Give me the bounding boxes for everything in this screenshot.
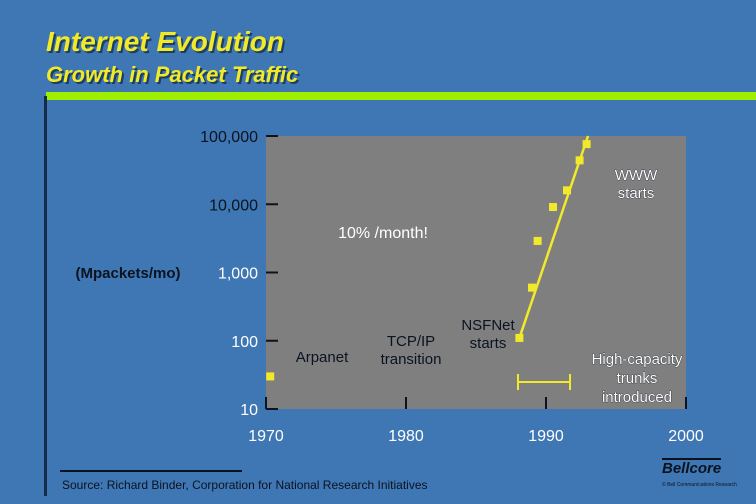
plot-area bbox=[266, 136, 686, 409]
annotation-nsfnet: NSFNet bbox=[461, 317, 515, 334]
data-points bbox=[266, 140, 591, 381]
data-point bbox=[528, 283, 536, 292]
y-tick-label: 100 bbox=[231, 334, 258, 351]
bellcore-tagline: © Bell Communications Research bbox=[662, 482, 737, 488]
data-point bbox=[582, 140, 591, 149]
annotation-tcpip: transition bbox=[381, 351, 442, 368]
page-subtitle: Growth in Packet Traffic bbox=[46, 62, 299, 87]
data-point bbox=[549, 203, 557, 212]
y-tick-label: 10,000 bbox=[209, 197, 258, 214]
x-tick-label: 1980 bbox=[388, 428, 424, 445]
data-point bbox=[515, 333, 524, 342]
annotation-www: starts bbox=[618, 185, 655, 202]
annotation-highcap: High-capacity bbox=[592, 351, 683, 368]
source-note: Source: Richard Binder, Corporation for … bbox=[62, 478, 428, 492]
y-axis: 10 100 1,000 10,000 100,000 bbox=[200, 129, 278, 419]
trunk-interval-marker bbox=[517, 374, 571, 390]
annotation-highcap: trunks bbox=[617, 370, 658, 387]
annotation-www: WWW bbox=[615, 167, 658, 184]
annotation-growth: 10% /month! bbox=[338, 225, 428, 242]
annotation-highcap: introduced bbox=[602, 389, 672, 406]
x-axis: 1970 1980 1990 2000 bbox=[248, 397, 704, 445]
annotation-nsfnet: starts bbox=[470, 335, 507, 352]
left-rule bbox=[44, 96, 47, 496]
trend-line bbox=[518, 135, 590, 339]
y-tick-label: 100,000 bbox=[200, 129, 258, 146]
data-point bbox=[533, 236, 542, 245]
source-rule bbox=[60, 470, 242, 472]
y-tick-label: 10 bbox=[240, 402, 258, 419]
x-tick-label: 1970 bbox=[248, 428, 284, 445]
header-rule bbox=[46, 92, 756, 100]
annotation-tcpip: TCP/IP bbox=[387, 333, 435, 350]
y-axis-label: (Mpackets/mo) bbox=[75, 265, 180, 282]
data-point bbox=[563, 186, 571, 195]
bellcore-logo: Bellcore bbox=[662, 458, 722, 477]
x-tick-label: 2000 bbox=[668, 428, 704, 445]
page-title: Internet Evolution bbox=[46, 26, 284, 57]
data-point bbox=[266, 372, 275, 381]
data-point bbox=[575, 156, 584, 165]
annotation-arpanet: Arpanet bbox=[296, 349, 349, 366]
y-tick-label: 1,000 bbox=[218, 266, 258, 283]
x-tick-label: 1990 bbox=[528, 428, 564, 445]
